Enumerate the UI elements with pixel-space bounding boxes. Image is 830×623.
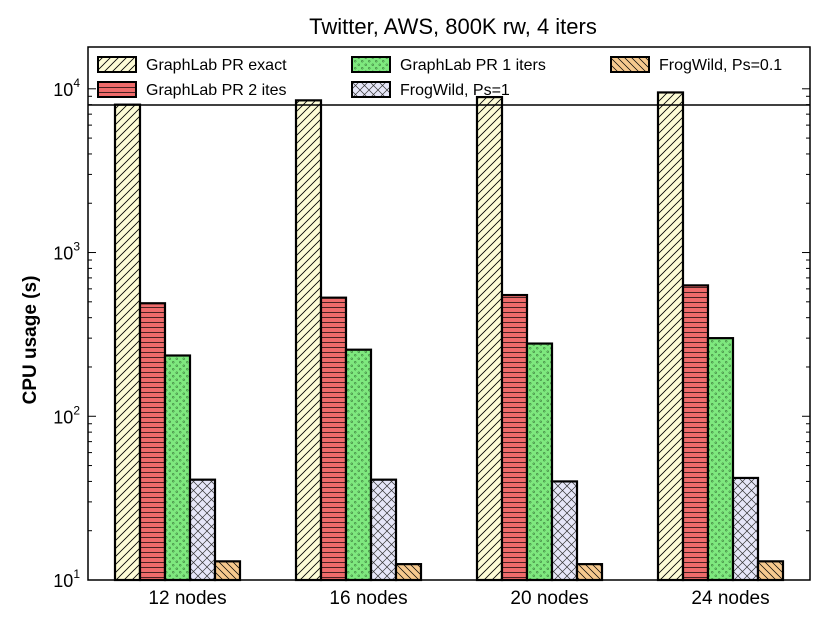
bar-graphlab-pr-2-ites-12-nodes <box>138 302 167 582</box>
bar-graphlab-pr-2-ites-24-nodes <box>681 284 710 582</box>
bar-graphlab-pr-2-ites-20-nodes <box>500 293 529 582</box>
y-tick-label: 101 <box>53 567 80 591</box>
bar-frogwild-ps-1-12-nodes <box>188 478 217 582</box>
ticks-layer: 101 102 103 104 <box>53 76 810 591</box>
chart-title: Twitter, AWS, 800K rw, 4 iters <box>309 14 597 39</box>
bar-graphlab-pr-exact-24-nodes <box>656 91 685 582</box>
legend-swatch <box>351 81 391 98</box>
bar-graphlab-pr-2-ites-16-nodes <box>319 296 348 582</box>
bar-frogwild-ps-0-1-20-nodes <box>575 563 604 582</box>
bar-frogwild-ps-0-1-16-nodes <box>394 563 423 582</box>
bar-frogwild-ps-0-1-24-nodes <box>756 560 785 582</box>
bars-layer <box>113 91 785 582</box>
bar-graphlab-pr-exact-12-nodes <box>113 103 142 582</box>
legend-swatch <box>351 56 391 73</box>
bar-graphlab-pr-exact-16-nodes <box>294 99 323 582</box>
bar-frogwild-ps-0-1-12-nodes <box>213 560 242 582</box>
bar-graphlab-pr-1-iters-12-nodes <box>163 354 192 582</box>
bar-frogwild-ps-1-16-nodes <box>369 478 398 582</box>
y-tick-label: 104 <box>53 76 80 100</box>
category-labels: 12 nodes 16 nodes 20 nodes 24 nodes <box>148 588 769 609</box>
bar-frogwild-ps-1-20-nodes <box>550 480 579 582</box>
category-label: 12 nodes <box>148 588 226 609</box>
legend-label: FrogWild, Ps=0.1 <box>659 57 782 74</box>
category-label: 20 nodes <box>510 588 588 609</box>
bar-frogwild-ps-1-24-nodes <box>731 476 760 582</box>
category-label: 24 nodes <box>691 588 769 609</box>
category-label: 16 nodes <box>329 588 407 609</box>
y-axis-label: CPU usage (s) <box>20 276 41 405</box>
legend-swatch <box>97 56 137 73</box>
legend-label: FrogWild, Ps=1 <box>400 82 510 99</box>
y-tick-label: 103 <box>53 240 80 264</box>
y-tick-label: 102 <box>53 403 80 427</box>
legend-swatch <box>610 56 650 73</box>
legend: GraphLab PR exact GraphLab PR 2 ites Graph… <box>97 56 782 99</box>
legend-swatch <box>97 81 137 98</box>
legend-label: GraphLab PR exact <box>146 57 287 74</box>
legend-label: GraphLab PR 2 ites <box>146 82 287 99</box>
bar-graphlab-pr-1-iters-20-nodes <box>525 342 554 582</box>
bar-graphlab-pr-1-iters-16-nodes <box>344 348 373 582</box>
bar-graphlab-pr-1-iters-24-nodes <box>706 337 735 582</box>
legend-label: GraphLab PR 1 iters <box>400 57 546 74</box>
plot-frame <box>87 46 811 581</box>
bar-graphlab-pr-exact-20-nodes <box>475 95 504 582</box>
